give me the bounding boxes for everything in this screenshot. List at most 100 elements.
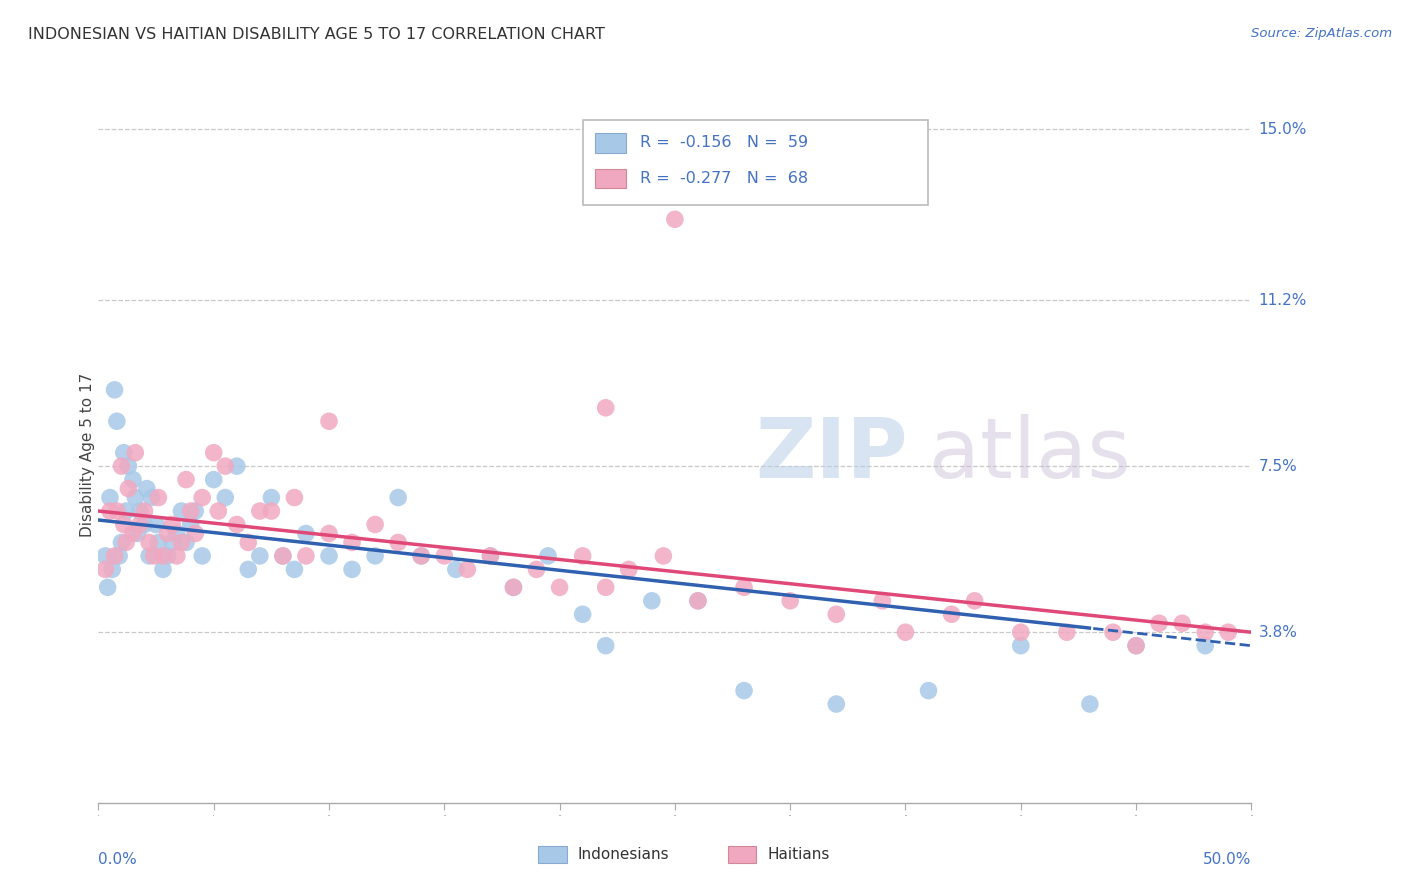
Point [283, 562, 305, 576]
Text: 7.5%: 7.5% [1258, 458, 1298, 474]
Point [152, 549, 174, 563]
Point [963, 594, 986, 608]
Point [1102, 625, 1125, 640]
Point [127, 526, 149, 541]
Point [571, 607, 593, 622]
Point [129, 504, 152, 518]
Point [145, 517, 167, 532]
Point [260, 491, 283, 505]
Point [1056, 625, 1078, 640]
Point [202, 473, 225, 487]
Point [917, 683, 939, 698]
Point [148, 535, 170, 549]
Text: Indonesians: Indonesians [578, 847, 669, 862]
Point [156, 526, 179, 541]
Point [238, 535, 260, 549]
Point [101, 562, 124, 576]
Point [174, 473, 197, 487]
Point [134, 504, 156, 518]
Point [260, 504, 283, 518]
Point [1194, 639, 1216, 653]
Point [117, 482, 139, 496]
Point [124, 491, 146, 505]
Text: R =  -0.156   N =  59: R = -0.156 N = 59 [640, 136, 808, 150]
Point [664, 212, 686, 227]
Point [148, 491, 170, 505]
Point [1125, 639, 1147, 653]
Point [686, 594, 709, 608]
Point [94, 562, 117, 576]
Point [249, 504, 271, 518]
Text: atlas: atlas [928, 415, 1130, 495]
Point [249, 549, 271, 563]
Point [1010, 639, 1032, 653]
Point [595, 401, 617, 415]
Point [733, 580, 755, 594]
Point [271, 549, 294, 563]
Point [103, 549, 125, 563]
Point [117, 459, 139, 474]
Point [166, 526, 188, 541]
Point [97, 580, 120, 594]
Point [134, 517, 156, 532]
Point [191, 549, 214, 563]
Point [115, 504, 138, 518]
Text: 11.2%: 11.2% [1258, 293, 1306, 308]
Point [526, 562, 548, 576]
Point [571, 549, 593, 563]
Point [214, 459, 236, 474]
Point [617, 562, 640, 576]
Text: 3.8%: 3.8% [1258, 624, 1298, 640]
Point [433, 549, 456, 563]
Point [779, 594, 801, 608]
Point [411, 549, 433, 563]
Point [112, 445, 135, 459]
Point [894, 625, 917, 640]
Text: INDONESIAN VS HAITIAN DISABILITY AGE 5 TO 17 CORRELATION CHART: INDONESIAN VS HAITIAN DISABILITY AGE 5 T… [28, 27, 605, 42]
Point [135, 482, 157, 496]
Point [152, 562, 174, 576]
Point [652, 549, 675, 563]
Point [686, 594, 709, 608]
Point [98, 504, 121, 518]
Point [479, 549, 502, 563]
Point [548, 580, 571, 594]
Point [138, 549, 160, 563]
Point [160, 535, 183, 549]
Point [166, 549, 188, 563]
Text: 15.0%: 15.0% [1258, 122, 1306, 137]
Point [138, 535, 160, 549]
Point [108, 549, 131, 563]
Point [160, 517, 183, 532]
Point [112, 517, 135, 532]
Point [1218, 625, 1240, 640]
Point [825, 607, 848, 622]
Text: 50.0%: 50.0% [1204, 852, 1251, 867]
Point [479, 549, 502, 563]
Point [156, 549, 179, 563]
Point [411, 549, 433, 563]
Point [1078, 697, 1101, 711]
Point [142, 549, 165, 563]
Point [1010, 625, 1032, 640]
Point [295, 526, 318, 541]
Point [502, 580, 524, 594]
Point [110, 535, 132, 549]
Point [141, 491, 163, 505]
Point [283, 491, 305, 505]
Point [537, 549, 560, 563]
Point [641, 594, 664, 608]
Point [94, 549, 117, 563]
Point [595, 580, 617, 594]
Point [364, 549, 387, 563]
Point [456, 562, 478, 576]
Point [271, 549, 294, 563]
Point [105, 504, 128, 518]
Point [1125, 639, 1147, 653]
Point [129, 517, 152, 532]
Point [238, 562, 260, 576]
Point [170, 504, 193, 518]
Text: R =  -0.277   N =  68: R = -0.277 N = 68 [640, 171, 808, 186]
Point [184, 526, 207, 541]
Point [124, 445, 146, 459]
